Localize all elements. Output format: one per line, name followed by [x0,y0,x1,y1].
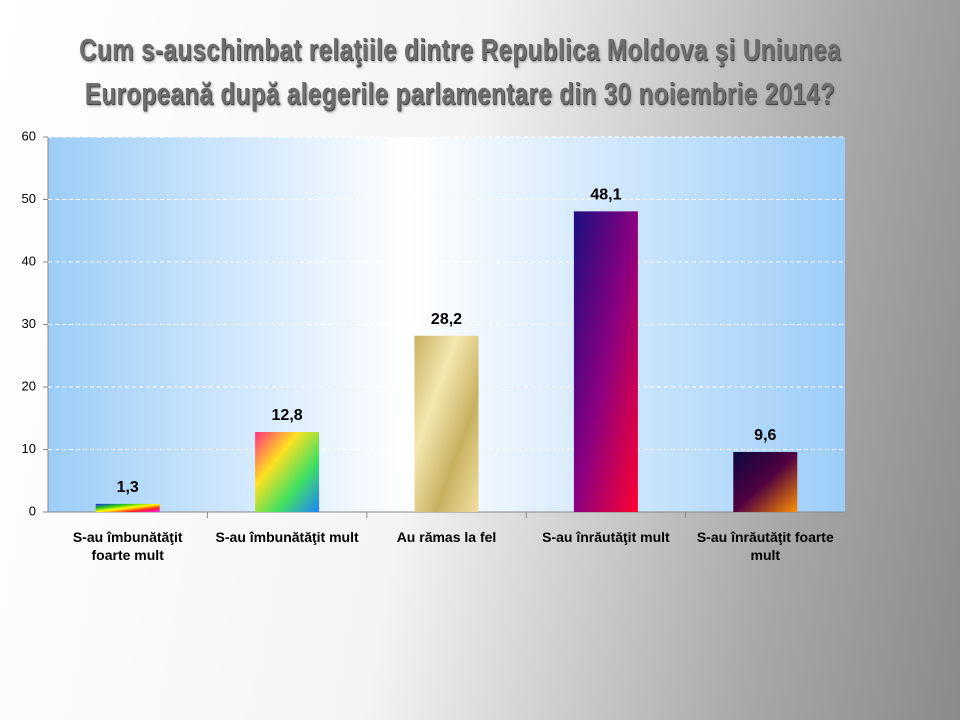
data-label: 9,6 [754,427,776,444]
x-tick-label: S-au îmbunătăţit mult [215,529,359,545]
bar [414,335,479,512]
x-tick-label: Au rămas la fel [396,529,497,545]
bar [255,432,320,512]
y-tick-label: 60 [22,128,36,143]
bar [733,452,798,512]
x-tick-label: S-au îmbunătăţit foarte mult [72,529,183,563]
data-label: 28,2 [431,311,462,328]
y-tick-label: 40 [22,253,36,268]
y-tick-label: 50 [22,191,36,206]
data-label: 1,3 [117,479,139,496]
bar [95,503,160,512]
y-tick-label: 10 [22,441,36,456]
x-tick-label: S-au înrăutăţit foarte mult [696,529,834,563]
y-tick-label: 20 [22,378,36,393]
y-tick-label: 30 [22,316,36,331]
x-tick-label: S-au înrăutăţit mult [542,529,670,545]
data-label: 48,1 [590,187,621,204]
y-tick-label: 0 [29,503,36,518]
bar [573,211,638,512]
data-label: 12,8 [272,407,303,424]
chart-title: Cum s-auschimbat relaţiile dintre Republ… [79,32,841,111]
